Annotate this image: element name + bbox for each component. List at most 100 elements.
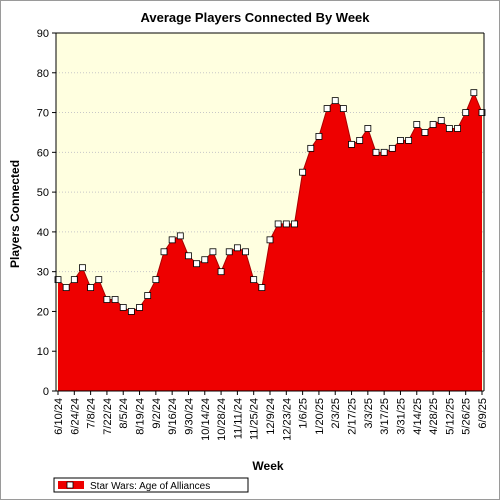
y-tick-label: 40 (37, 227, 49, 239)
data-point (437, 117, 445, 124)
data-point (119, 304, 127, 311)
data-point (103, 296, 111, 303)
x-tick-label: 6/9/25 (477, 398, 489, 429)
y-tick-label: 80 (37, 68, 49, 80)
y-tick-label: 20 (37, 306, 49, 318)
data-point (176, 232, 184, 240)
chart-title: Average Players Connected By Week (140, 10, 370, 25)
x-tick-label: 6/10/24 (53, 398, 65, 435)
data-point (193, 260, 201, 268)
y-tick-labels: 0 10 20 30 40 50 60 70 80 90 (37, 28, 56, 398)
data-point (445, 125, 453, 132)
data-point (185, 252, 192, 260)
x-tick-label: 6/24/24 (69, 398, 81, 435)
x-tick-label: 2/3/25 (330, 398, 342, 429)
x-tick-label: 4/28/25 (428, 398, 440, 435)
data-point (111, 296, 119, 303)
data-point (217, 268, 225, 276)
data-point (282, 220, 290, 228)
data-point (54, 276, 62, 284)
x-tick-label: 12/23/24 (281, 398, 293, 441)
data-point (397, 136, 404, 144)
data-point (242, 248, 249, 256)
data-point (315, 133, 323, 140)
x-tick-label: 5/12/25 (444, 398, 456, 435)
x-tick-label: 9/30/24 (183, 398, 195, 435)
legend: Star Wars: Age of Alliances (53, 477, 249, 493)
x-tick-label: 10/14/24 (200, 398, 212, 441)
x-axis-label: Week (252, 459, 283, 473)
data-point (266, 236, 274, 244)
data-point (87, 284, 95, 291)
data-point (127, 308, 135, 315)
data-point (291, 220, 298, 228)
data-point (144, 292, 152, 299)
x-tick-label: 12/9/24 (265, 398, 277, 435)
x-tick-label: 1/20/25 (314, 398, 326, 435)
data-point (168, 236, 176, 244)
data-point (478, 109, 486, 116)
x-tick-label: 7/8/24 (86, 398, 98, 429)
data-point (462, 109, 470, 116)
legend-marker (66, 481, 74, 489)
y-axis-label: Players Connected (8, 160, 22, 268)
y-tick-label: 60 (37, 147, 49, 159)
data-point (62, 284, 70, 291)
y-tick-label: 70 (37, 108, 49, 120)
data-point (160, 248, 168, 256)
data-point (79, 264, 86, 272)
data-point (95, 276, 103, 284)
x-tick-label: 9/2/24 (151, 398, 163, 429)
x-tick-label: 2/17/25 (347, 398, 359, 435)
data-point (470, 89, 478, 97)
data-point (388, 144, 396, 152)
legend-box (53, 477, 249, 493)
data-point (380, 148, 388, 156)
y-tick-label: 50 (37, 187, 49, 199)
data-point (250, 276, 258, 284)
data-point (413, 121, 421, 128)
data-point (152, 276, 160, 284)
x-tick-label: 11/25/24 (249, 398, 261, 440)
data-point (274, 220, 282, 228)
y-tick-label: 90 (37, 28, 49, 40)
data-point (233, 244, 241, 252)
y-tick-label: 0 (43, 386, 49, 398)
data-point (299, 168, 307, 176)
data-point (372, 148, 380, 156)
y-tick-label: 10 (37, 346, 49, 358)
data-point (209, 248, 217, 256)
x-tick-label: 7/22/24 (102, 398, 114, 435)
data-point (136, 304, 143, 311)
x-tick-label: 3/31/25 (395, 398, 407, 435)
data-point (454, 125, 461, 132)
y-tick-label: 30 (37, 267, 49, 279)
x-tick-label: 3/17/25 (379, 398, 391, 435)
data-point (339, 105, 347, 112)
data-point (364, 125, 372, 132)
x-tick-label: 8/19/24 (135, 398, 147, 435)
x-tick-label: 8/5/24 (118, 398, 130, 429)
data-point (331, 97, 339, 105)
data-point (405, 136, 413, 144)
data-markers (54, 89, 486, 315)
x-tick-label: 10/28/24 (216, 398, 228, 441)
x-tick-labels: 6/10/24 6/24/24 7/8/24 7/22/24 8/5/24 8/19/24… (53, 391, 489, 441)
data-point (201, 256, 209, 264)
data-point (348, 140, 355, 148)
legend-series-label: Star Wars: Age of Alliances (90, 481, 210, 492)
data-point (429, 121, 437, 128)
data-point (356, 136, 364, 144)
data-point (225, 248, 233, 256)
x-tick-label: 5/26/25 (461, 398, 473, 435)
x-tick-label: 3/3/25 (363, 398, 375, 429)
x-tick-label: 9/16/24 (167, 398, 179, 435)
data-point (70, 276, 78, 284)
data-point (323, 105, 331, 112)
axes (55, 32, 485, 392)
x-tick-label: 4/14/25 (412, 398, 424, 435)
x-tick-label: 11/11/24 (232, 398, 244, 439)
data-point (421, 129, 429, 136)
x-tick-label: 1/6/25 (298, 398, 310, 429)
